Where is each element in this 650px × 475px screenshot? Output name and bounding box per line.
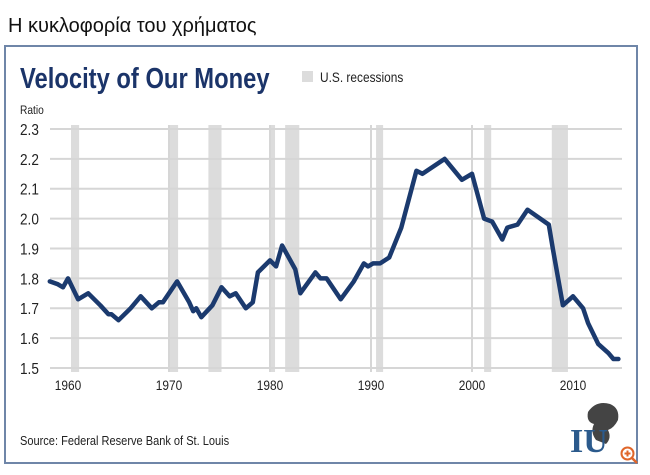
chart-title: Velocity of Our Money (20, 62, 270, 95)
y-tick-label: 1.8 (20, 271, 39, 288)
y-tick-label: 2.0 (20, 212, 39, 229)
page-title: Η κυκλοφορία του χρήματος (8, 15, 257, 37)
x-tick-label: 1980 (257, 377, 283, 393)
y-tick-label: 1.5 (20, 361, 39, 378)
legend-swatch-recessions (302, 71, 313, 82)
y-tick-label: 1.7 (20, 301, 39, 318)
logo-text: IU (570, 423, 608, 460)
source-note: Source: Federal Reserve Bank of St. Loui… (20, 433, 229, 448)
x-tick-label: 1970 (156, 377, 182, 393)
y-tick-label: 2.1 (20, 182, 39, 199)
x-tick-label: 1990 (358, 377, 384, 393)
y-tick-label: 1.9 (20, 242, 39, 259)
x-tick-label: 1960 (55, 377, 81, 393)
y-tick-label: 2.2 (20, 152, 39, 169)
x-tick-label: 2010 (560, 377, 586, 393)
zoom-in-icon[interactable] (620, 446, 638, 464)
logo: IU (570, 403, 619, 460)
y-tick-label: 2.3 (20, 122, 39, 139)
y-tick-label: 1.6 (20, 331, 39, 348)
series-line-velocity (47, 156, 621, 362)
gridlines (50, 125, 622, 372)
legend-label-recessions: U.S. recessions (320, 69, 404, 85)
y-axis-label: Ratio (20, 104, 44, 117)
x-tick-label: 2000 (459, 377, 485, 393)
chart-frame (4, 45, 638, 464)
